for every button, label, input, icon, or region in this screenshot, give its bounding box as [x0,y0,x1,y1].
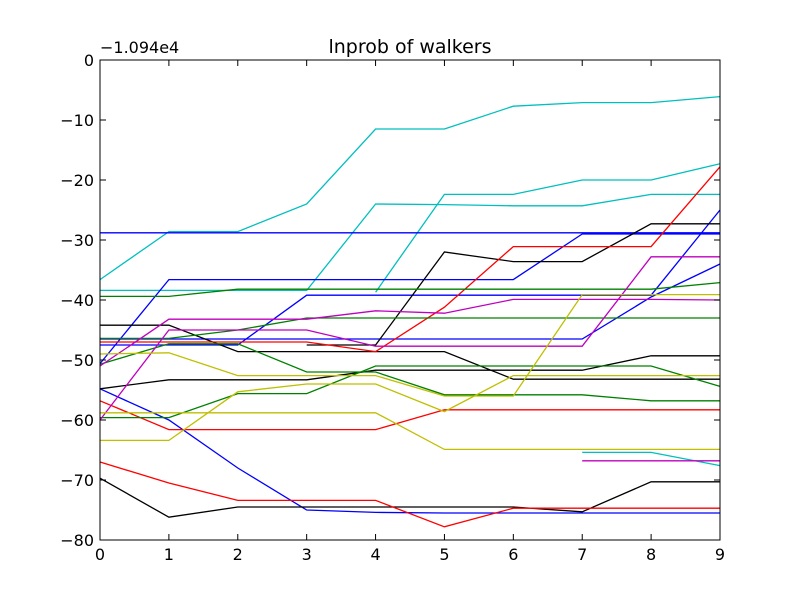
series-line-24 [99,293,720,397]
series-line-9 [100,263,721,340]
series-line-8 [99,388,720,514]
x-axis: 0 1 2 3 4 5 6 7 8 9 [95,60,725,564]
series-line-26 [100,412,720,451]
series-line-5 [99,233,720,365]
series-line-0 [99,95,721,281]
y-tick-label-3: −30 [60,231,94,250]
y-tick-label-4: −40 [60,291,94,310]
y-tick-label-1: −10 [60,111,94,130]
y-tick-label-7: −70 [60,471,94,490]
y-tick-label-2: −20 [60,171,94,190]
y-tick-label-8: −80 [60,531,94,550]
series-line-3 [582,451,721,467]
series-line-20 [99,343,720,402]
series-layer [99,95,721,528]
x-tick-label-6: 6 [508,545,518,564]
series-line-16 [99,461,720,528]
series-line-21 [99,298,721,367]
series-line-11 [306,223,720,346]
y-axis: 0 −10 −20 −30 −40 −50 −60 −70 −80 [60,51,720,550]
x-tick-label-1: 1 [164,545,174,564]
y-tick-label-5: −50 [60,351,94,370]
x-tick-label-8: 8 [646,545,656,564]
y-tick-label-0: 0 [84,51,94,70]
series-line-12 [99,355,720,390]
x-tick-label-2: 2 [233,545,243,564]
series-line-15 [99,400,720,431]
x-tick-label-0: 0 [95,545,105,564]
x-tick-label-3: 3 [302,545,312,564]
y-axis-offset-label: −1.094e4 [100,38,179,57]
x-tick-label-5: 5 [439,545,449,564]
x-tick-label-4: 4 [370,545,380,564]
series-line-22 [99,256,720,421]
series-line-25 [100,374,720,442]
series-line-10 [100,324,720,380]
series-line-17 [100,281,721,298]
chart-title: lnprob of walkers [328,36,491,58]
series-line-13 [99,477,720,518]
x-tick-label-9: 9 [715,545,725,564]
series-line-18 [100,365,721,419]
y-tick-label-6: −60 [60,411,94,430]
series-line-2 [375,163,721,293]
x-tick-label-7: 7 [577,545,587,564]
series-line-19 [100,317,720,340]
series-line-1 [100,193,720,292]
series-line-6 [100,209,721,346]
series-line-14 [100,166,721,353]
